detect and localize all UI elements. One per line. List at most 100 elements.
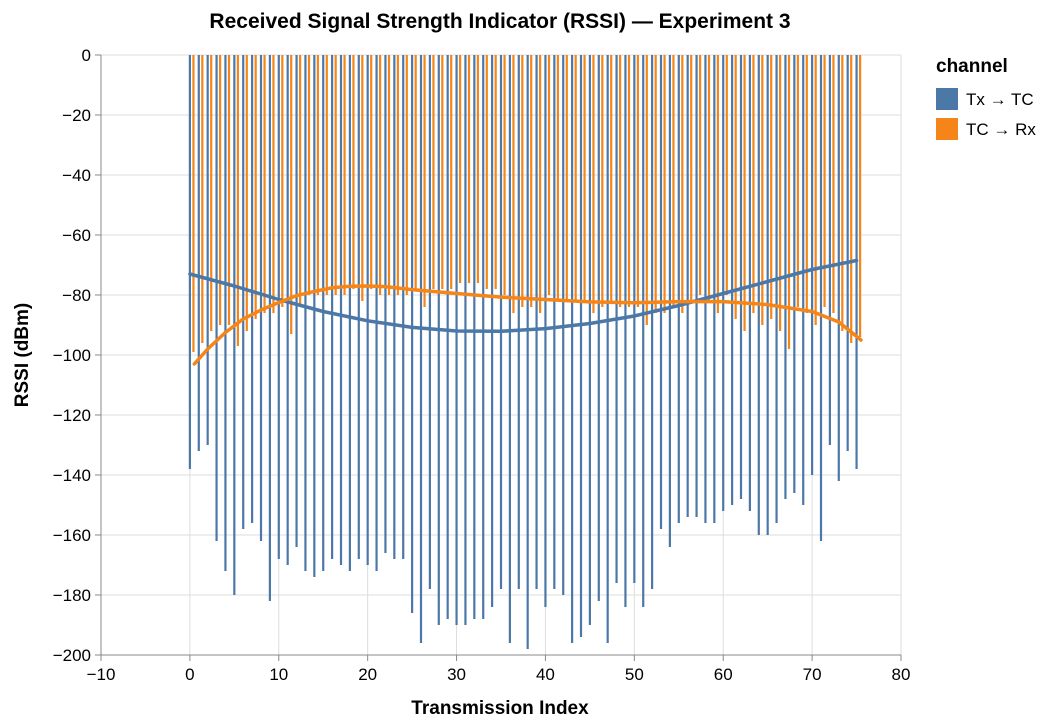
bar — [201, 55, 204, 343]
bar — [441, 55, 444, 289]
bar — [716, 55, 719, 313]
bar — [627, 55, 631, 307]
bar — [743, 55, 746, 331]
x-tick-label: 60 — [714, 665, 733, 684]
legend-swatch — [936, 88, 958, 110]
y-tick-label: −40 — [62, 166, 91, 185]
bar — [215, 55, 218, 541]
bar — [592, 55, 595, 313]
bar — [814, 55, 817, 325]
x-tick-label: 30 — [447, 665, 466, 684]
bar — [695, 55, 698, 517]
bar — [556, 55, 559, 301]
x-tick-label: 40 — [536, 665, 555, 684]
bar — [779, 55, 782, 331]
bar — [361, 55, 364, 301]
bar — [419, 55, 423, 643]
legend-item-tx-tc: Tx → TC — [936, 88, 1034, 110]
bar — [387, 55, 391, 295]
bar — [645, 55, 648, 325]
bar — [597, 55, 600, 601]
bar — [485, 55, 488, 289]
y-tick-label: −200 — [53, 646, 91, 665]
bar — [263, 55, 266, 313]
bar — [494, 55, 497, 289]
bar — [802, 55, 805, 505]
bar — [841, 55, 844, 331]
bar — [482, 55, 485, 619]
axes-layer: −10 0 10 20 30 40 50 60 70 800−20−40−60−80−100−12… — [53, 46, 911, 684]
bar — [476, 55, 479, 283]
bar — [210, 55, 213, 331]
bar — [402, 55, 405, 559]
bar — [227, 55, 231, 325]
bar — [384, 55, 387, 553]
legend-title: channel — [936, 56, 1008, 77]
bar — [313, 55, 316, 577]
bar — [787, 55, 791, 349]
bar — [535, 55, 538, 589]
bar — [188, 55, 191, 469]
bar — [690, 55, 693, 301]
y-tick-label: −120 — [53, 406, 91, 425]
bar — [588, 55, 591, 625]
bar — [304, 55, 307, 571]
bar — [396, 55, 399, 295]
bar — [316, 55, 319, 295]
x-tick-label: 70 — [803, 665, 822, 684]
bar — [828, 55, 831, 445]
y-tick-label: −60 — [62, 226, 91, 245]
bar — [521, 55, 524, 307]
bars-layer — [188, 55, 862, 649]
bar — [245, 55, 248, 331]
bar — [343, 55, 346, 295]
bar — [610, 55, 613, 301]
bar — [459, 55, 462, 283]
bar — [722, 55, 725, 511]
x-tick-label: 20 — [358, 665, 377, 684]
bar — [846, 55, 849, 451]
bar — [654, 55, 657, 313]
legend-label: Tx → TC — [966, 90, 1034, 109]
y-tick-label: −180 — [53, 586, 91, 605]
bar — [663, 55, 666, 313]
bar — [526, 55, 529, 649]
bar — [450, 55, 453, 289]
trend-line-tc-rx — [192, 284, 863, 366]
series-tc-rx-bars — [192, 55, 862, 352]
bar — [583, 55, 586, 301]
bar — [606, 55, 609, 643]
bar — [192, 55, 195, 352]
x-tick-label: 0 — [185, 665, 194, 684]
bar — [677, 55, 680, 523]
bar — [651, 55, 654, 589]
legend-item-tc-rx: TC → Rx — [936, 118, 1036, 140]
trend-line-tx-tc — [188, 258, 859, 334]
bar — [467, 55, 471, 283]
bar — [197, 55, 200, 451]
x-axis-title: Transmission Index — [411, 698, 589, 719]
bar — [633, 55, 636, 583]
bar — [565, 55, 568, 301]
bar — [352, 55, 355, 289]
bar — [281, 55, 284, 307]
bar — [242, 55, 245, 529]
bar — [379, 55, 382, 295]
bar — [272, 55, 275, 313]
bar — [254, 55, 257, 319]
bar — [725, 55, 728, 295]
bar — [268, 55, 271, 601]
legend: channel Tx → TC TC → Rx — [936, 56, 1036, 140]
bar — [339, 55, 343, 565]
bar — [859, 55, 862, 337]
legend-swatch — [936, 118, 958, 140]
y-tick-label: −80 — [62, 286, 91, 305]
bar — [681, 55, 684, 313]
bar — [796, 55, 799, 307]
y-tick-label: −100 — [53, 346, 91, 365]
bar — [224, 55, 227, 571]
bar — [499, 55, 503, 589]
bar — [832, 55, 835, 313]
bar — [761, 55, 764, 325]
